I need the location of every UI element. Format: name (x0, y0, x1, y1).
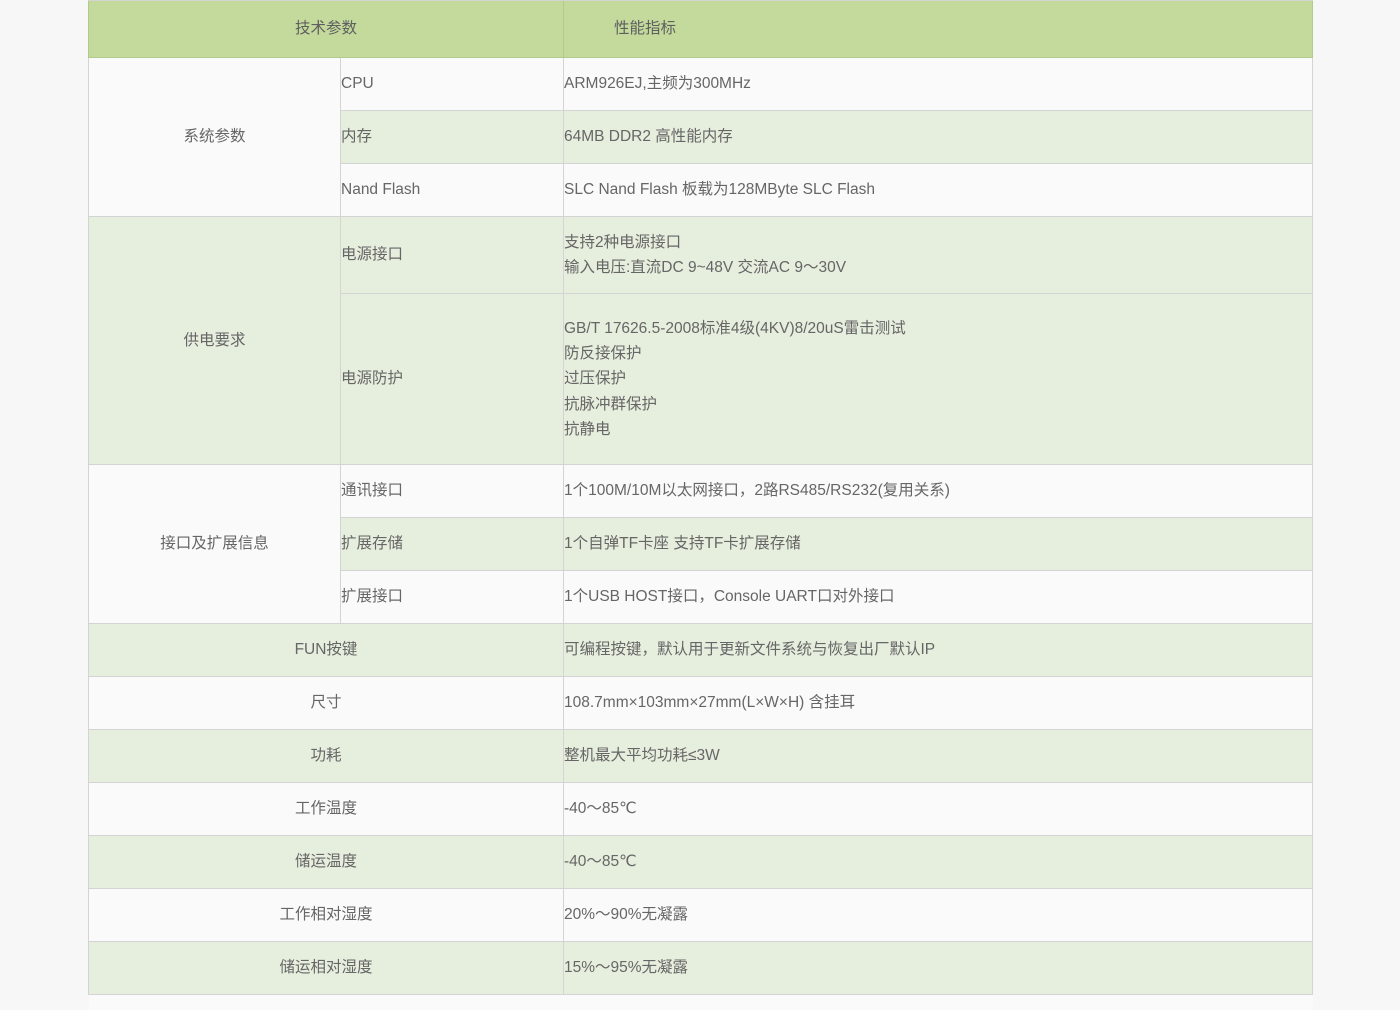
table-bottom-sliver-row (88, 994, 1313, 1010)
table-row: 尺寸 108.7mm×103mm×27mm(L×W×H) 含挂耳 (88, 676, 1313, 730)
technical-specification-table: 技术参数 性能指标 系统参数 CPU ARM926EJ,主频为300MHz 内存… (88, 0, 1313, 1010)
row-value-dimensions: 108.7mm×103mm×27mm(L×W×H) 含挂耳 (563, 676, 1313, 730)
group-label-system-parameters: 系统参数 (88, 57, 341, 217)
sub-label-memory: 内存 (340, 110, 564, 164)
row-label-operating-humidity: 工作相对湿度 (88, 888, 564, 942)
row-value-fun-key: 可编程按键，默认用于更新文件系统与恢复出厂默认IP (563, 623, 1313, 677)
group-label-power-requirements: 供电要求 (88, 216, 341, 465)
value-line: 1个USB HOST接口，Console UART口对外接口 (564, 588, 895, 606)
value-expansion-storage: 1个自弹TF卡座 支持TF卡扩展存储 (563, 517, 1313, 571)
sub-label-nand-flash: Nand Flash (340, 163, 564, 217)
group-label-interface-expansion: 接口及扩展信息 (88, 464, 341, 624)
sub-label-power-protection: 电源防护 (340, 293, 564, 465)
table-row: 工作相对湿度 20%～90%无凝露 (88, 888, 1313, 942)
row-value-operating-temperature: -40～85℃ (563, 782, 1313, 836)
value-line: 过压保护 (564, 370, 627, 388)
table-row: 储运相对湿度 15%～95%无凝露 (88, 941, 1313, 995)
value-line: 64MB DDR2 高性能内存 (564, 128, 733, 146)
row-label-storage-temperature: 储运温度 (88, 835, 564, 889)
table-row: 供电要求 电源接口 支持2种电源接口 输入电压:直流DC 9~48V 交流AC … (88, 216, 1313, 465)
value-line: 抗静电 (564, 420, 611, 438)
row-label-operating-temperature: 工作温度 (88, 782, 564, 836)
sub-label-communication-interface: 通讯接口 (340, 464, 564, 518)
row-value-storage-temperature: -40～85℃ (563, 835, 1313, 889)
table-row: 接口及扩展信息 通讯接口 1个100M/10M以太网接口，2路RS485/RS2… (88, 464, 1313, 624)
row-label-dimensions: 尺寸 (88, 676, 564, 730)
row-label-fun-key: FUN按键 (88, 623, 564, 677)
value-nand-flash: SLC Nand Flash 板载为128MByte SLC Flash (563, 163, 1313, 217)
value-line: ARM926EJ,主频为300MHz (564, 75, 751, 93)
value-communication-interface: 1个100M/10M以太网接口，2路RS485/RS232(复用关系) (563, 464, 1313, 518)
value-line: 1个自弹TF卡座 支持TF卡扩展存储 (564, 535, 801, 553)
sub-label-cpu: CPU (340, 57, 564, 111)
value-line: 输入电压:直流DC 9~48V 交流AC 9～30V (564, 259, 847, 276)
value-memory: 64MB DDR2 高性能内存 (563, 110, 1313, 164)
value-line: SLC Nand Flash 板载为128MByte SLC Flash (564, 181, 875, 199)
row-label-storage-humidity: 储运相对湿度 (88, 941, 564, 995)
value-power-interface: 支持2种电源接口 输入电压:直流DC 9~48V 交流AC 9～30V (563, 216, 1313, 294)
sub-label-expansion-interface: 扩展接口 (340, 570, 564, 624)
value-line: GB/T 17626.5-2008标准4级(4KV)8/20uS雷击测试 (564, 320, 906, 338)
value-line: 支持2种电源接口 (564, 233, 682, 251)
header-technical-parameter: 技术参数 (88, 0, 564, 58)
table-row: 工作温度 -40～85℃ (88, 782, 1313, 836)
sliver-cell-bottom (88, 994, 1313, 1010)
value-line: 1个100M/10M以太网接口，2路RS485/RS232(复用关系) (564, 482, 950, 500)
sub-label-power-interface: 电源接口 (340, 216, 564, 294)
row-value-storage-humidity: 15%～95%无凝露 (563, 941, 1313, 995)
value-line: 防反接保护 (564, 345, 642, 363)
table-header-row: 技术参数 性能指标 (88, 0, 1313, 58)
table-row: 功耗 整机最大平均功耗≤3W (88, 729, 1313, 783)
table-row: FUN按键 可编程按键，默认用于更新文件系统与恢复出厂默认IP (88, 623, 1313, 677)
value-line: 抗脉冲群保护 (564, 395, 658, 413)
row-label-power-consumption: 功耗 (88, 729, 564, 783)
header-performance-index: 性能指标 (563, 0, 1313, 58)
value-cpu: ARM926EJ,主频为300MHz (563, 57, 1313, 111)
table-row: 系统参数 CPU ARM926EJ,主频为300MHz (88, 57, 1313, 217)
table-row: 储运温度 -40～85℃ (88, 835, 1313, 889)
row-value-operating-humidity: 20%～90%无凝露 (563, 888, 1313, 942)
value-expansion-interface: 1个USB HOST接口，Console UART口对外接口 (563, 570, 1313, 624)
sub-label-expansion-storage: 扩展存储 (340, 517, 564, 571)
value-power-protection: GB/T 17626.5-2008标准4级(4KV)8/20uS雷击测试 防反接… (563, 293, 1313, 465)
row-value-power-consumption: 整机最大平均功耗≤3W (563, 729, 1313, 783)
